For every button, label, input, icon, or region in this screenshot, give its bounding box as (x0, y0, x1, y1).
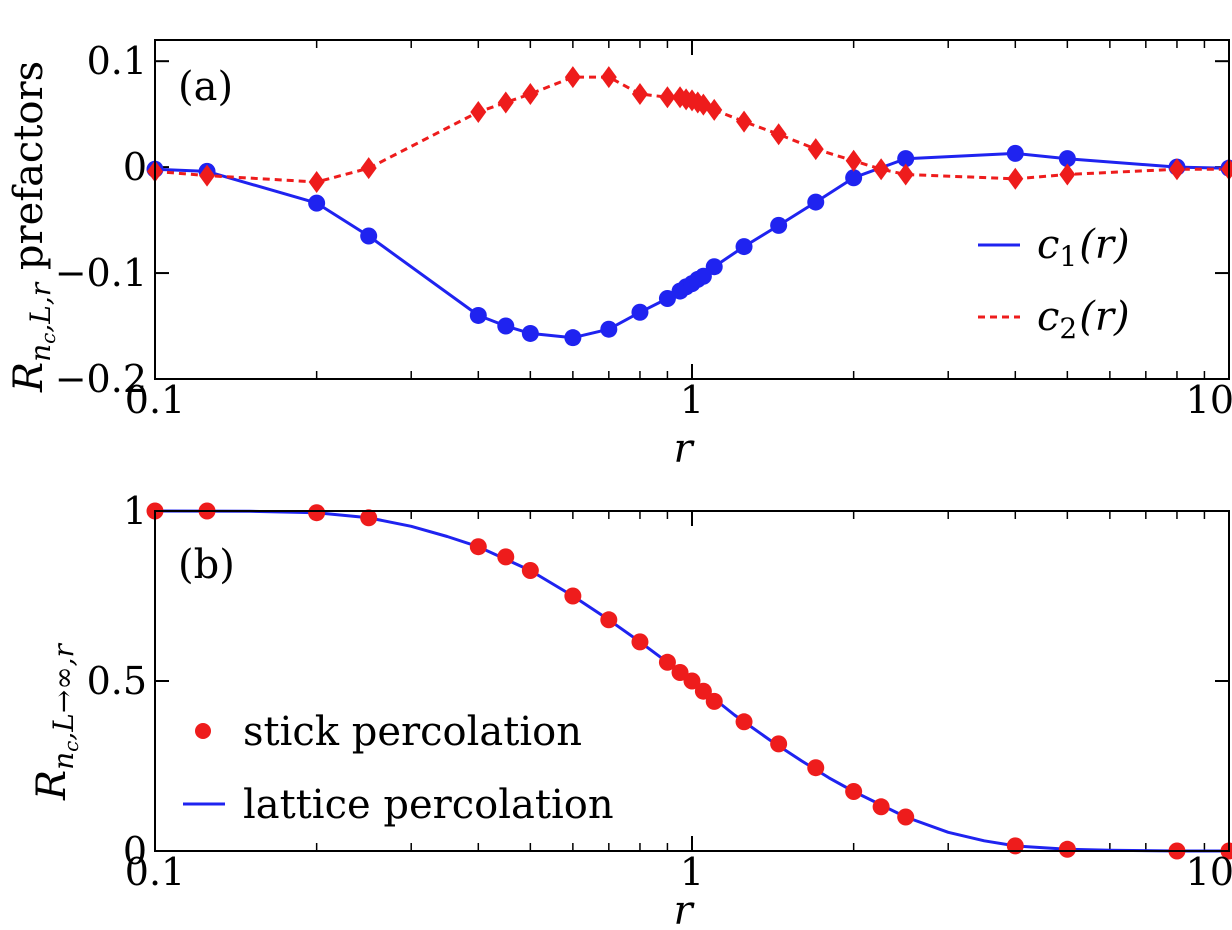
legend-stick-label: stick percolation (243, 709, 582, 755)
data-point-stick-percolation (694, 682, 712, 700)
panel-a: 0.1 1 10 0.1 0 −0.1 −0.2 (a) c1(r) c2(r) r Rnc… (6, 39, 1232, 472)
panel-b: 0.1 1 10 1 0.5 0 (b) stick percolation lattic… (29, 489, 1232, 930)
data-point-stick-percolation (897, 808, 915, 826)
data-point-c1-r (770, 216, 788, 234)
data-point-c2-r (360, 157, 377, 180)
data-point-c1-r (807, 193, 825, 211)
x-tick-label: 10 (1186, 378, 1232, 422)
data-point-c1-r (845, 169, 863, 187)
data-point-c2-r (199, 164, 216, 187)
data-point-c1-r (360, 227, 378, 245)
y-tick-label: −0.1 (55, 251, 147, 295)
data-point-stick-percolation (360, 509, 378, 527)
data-point-stick-percolation (807, 759, 825, 777)
panel-b-frame (154, 510, 1230, 852)
data-point-stick-percolation (658, 653, 676, 671)
legend-c1-label: c1(r) (1037, 222, 1130, 273)
y-tick-label: −0.2 (55, 357, 147, 401)
x-tick-label: 10 (1186, 850, 1232, 894)
data-point-c1-r (1006, 144, 1024, 162)
y-tick-label: 0.5 (87, 659, 147, 703)
x-tick-label: 1 (680, 850, 704, 894)
data-point-c2-r (564, 66, 581, 89)
data-point-c1-r (705, 258, 723, 276)
data-point-stick-percolation (1058, 840, 1076, 858)
data-point-c1-r (469, 306, 487, 324)
y-tick-label: 0 (123, 145, 147, 189)
panel-b-ylabel: Rnc,L→∞,r (29, 642, 83, 801)
data-point-stick-percolation (600, 611, 618, 629)
data-point-stick-percolation (521, 562, 539, 579)
data-point-c1-r (1058, 150, 1076, 168)
data-point-c1-r (897, 150, 915, 168)
data-point-c2-r (873, 158, 890, 181)
legend-stick-marker (195, 723, 211, 739)
y-tick-label: 1 (123, 489, 147, 533)
data-point-c1-r (658, 289, 676, 307)
data-point-c1-r (735, 238, 753, 256)
data-point-c2-r (631, 83, 648, 106)
data-point-stick-percolation (631, 633, 649, 651)
data-point-stick-percolation (564, 587, 582, 605)
data-point-stick-percolation (845, 783, 863, 800)
data-point-c2-r (807, 138, 824, 161)
data-point-c1-r (564, 329, 582, 347)
data-point-c2-r (659, 86, 676, 109)
panel-a-xlabel: r (673, 426, 695, 472)
data-point-c2-r (522, 83, 539, 106)
data-point-stick-percolation (770, 735, 788, 753)
data-point-c2-r (706, 98, 723, 121)
panel-b-label: (b) (178, 542, 235, 588)
data-point-stick-percolation (497, 548, 515, 566)
series-line-c2-r (154, 75, 1229, 184)
x-tick-label: 1 (680, 378, 704, 422)
data-point-stick-percolation (735, 713, 753, 731)
data-point-c2-r (1007, 167, 1024, 190)
data-point-c1-r (308, 194, 326, 212)
data-point-stick-percolation (469, 538, 487, 556)
legend-c2-label: c2(r) (1037, 294, 1130, 345)
y-tick-label: 0.1 (87, 39, 147, 83)
data-point-c1-r (631, 303, 649, 321)
panel-a-frame (154, 39, 1230, 380)
data-point-c2-r (470, 101, 487, 124)
data-point-c1-r (600, 320, 618, 338)
panel-a-label: (a) (178, 64, 233, 110)
x-tick-label: 0.1 (125, 378, 185, 422)
data-point-c2-r (845, 149, 862, 172)
legend-a: c1(r) c2(r) (978, 222, 1130, 345)
panel-a-ylabel: Rnc,L,r prefactors (6, 61, 60, 393)
legend-lattice-label: lattice percolation (243, 782, 614, 828)
legend-b: stick percolation lattice percolation (183, 709, 614, 828)
data-point-c2-r (600, 66, 617, 89)
data-point-stick-percolation (671, 664, 689, 681)
data-point-stick-percolation (308, 504, 326, 522)
x-tick-label: 0.1 (125, 850, 185, 894)
data-point-c2-r (497, 91, 514, 114)
y-tick-label: 0 (123, 829, 147, 873)
data-point-stick-percolation (705, 692, 723, 710)
data-point-c1-r (521, 324, 539, 342)
data-point-c1-r (497, 317, 515, 335)
data-point-c2-r (1168, 158, 1185, 181)
data-point-c2-r (736, 110, 753, 133)
data-point-c2-r (1059, 163, 1076, 186)
data-point-c2-r (897, 163, 914, 186)
data-point-c2-r (308, 170, 325, 193)
data-point-c2-r (770, 123, 787, 146)
data-point-stick-percolation (872, 798, 890, 816)
data-point-stick-percolation (683, 672, 701, 690)
panel-b-xlabel: r (673, 888, 695, 930)
